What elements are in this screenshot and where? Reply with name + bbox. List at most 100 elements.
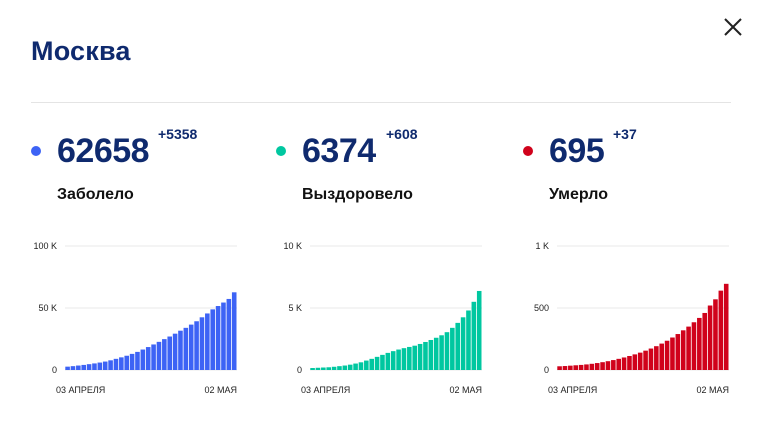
bar (627, 355, 632, 370)
bar (697, 317, 702, 370)
bar (659, 343, 664, 370)
bar (407, 346, 412, 370)
bar (86, 364, 92, 370)
bar (401, 348, 407, 370)
bar (129, 353, 135, 370)
bar (65, 366, 70, 370)
close-icon[interactable] (722, 16, 744, 38)
bar (675, 334, 681, 370)
bar-chart: 0 5 K 10 K 03 АПРЕЛЯ 02 МАЯ (283, 241, 482, 395)
bar (455, 322, 460, 370)
bar (342, 365, 348, 370)
bar (654, 346, 659, 370)
bar (135, 351, 140, 370)
bar (70, 366, 76, 370)
bar (188, 324, 194, 370)
bar (707, 305, 713, 370)
bar (423, 341, 428, 370)
bar (145, 347, 151, 370)
bar (428, 339, 434, 370)
y-tick-label: 500 (534, 303, 549, 313)
bar (460, 317, 466, 370)
bar (439, 335, 444, 370)
bar (686, 326, 691, 370)
bar (471, 301, 477, 370)
infected-label: Заболело (57, 186, 134, 203)
bar (637, 352, 643, 370)
bar (226, 298, 232, 370)
bar (102, 361, 108, 370)
x-end-label: 02 МАЯ (204, 385, 237, 395)
recovered-dot-icon (276, 146, 286, 156)
bar (167, 336, 172, 370)
bar (568, 365, 573, 370)
bar (162, 339, 167, 370)
bar (691, 322, 697, 370)
deaths-chart: 0 500 1 K 03 АПРЕЛЯ 02 МАЯ (523, 236, 760, 396)
bar (178, 330, 183, 370)
bar (557, 366, 562, 370)
bar (578, 364, 584, 370)
bar (364, 360, 369, 370)
bar (723, 283, 729, 370)
bar (199, 317, 205, 370)
bar (433, 337, 439, 370)
bar (611, 360, 616, 370)
bar (231, 292, 237, 370)
bar (664, 340, 670, 370)
bar (221, 302, 226, 370)
bar (718, 290, 724, 370)
bar (390, 351, 396, 370)
bar (616, 358, 621, 370)
bar (412, 345, 417, 370)
bar (369, 358, 374, 370)
bar (562, 366, 568, 370)
bar-chart: 0 500 1 K 03 АПРЕЛЯ 02 МАЯ (534, 241, 729, 395)
bar (326, 367, 331, 370)
y-tick-label: 0 (544, 365, 549, 375)
bar (215, 306, 221, 370)
y-tick-label: 100 K (33, 241, 57, 251)
y-tick-label: 0 (52, 365, 57, 375)
infected-dot-icon (31, 146, 41, 156)
x-start-label: 03 АПРЕЛЯ (301, 385, 350, 395)
bar (92, 363, 97, 370)
bar (702, 312, 707, 370)
bar (337, 366, 342, 370)
bar (156, 341, 162, 370)
deaths-dot-icon (523, 146, 533, 156)
bar (476, 290, 482, 370)
bar (584, 364, 589, 370)
bar (113, 358, 119, 370)
bar (643, 350, 648, 370)
infected-chart: 0 50 K 100 K 03 АПРЕЛЯ 02 МАЯ (31, 236, 271, 396)
bar (315, 367, 321, 370)
recovered-chart: 0 5 K 10 K 03 АПРЕЛЯ 02 МАЯ (276, 236, 516, 396)
bar (97, 362, 103, 370)
bar (680, 330, 686, 370)
divider (31, 102, 731, 103)
stat-deaths: 695 +37 Умерло 0 500 1 K 03 АПРЕЛЯ 02 МАЯ (523, 120, 760, 420)
y-tick-label: 10 K (283, 241, 302, 251)
bar-chart: 0 50 K 100 K 03 АПРЕЛЯ 02 МАЯ (33, 241, 237, 395)
bar (589, 363, 595, 370)
bar (194, 321, 199, 370)
deaths-label: Умерло (549, 186, 608, 203)
x-end-label: 02 МАЯ (696, 385, 729, 395)
bar (310, 368, 315, 370)
bar (76, 365, 81, 370)
infected-count: 62658 (57, 132, 150, 170)
recovered-delta: +608 (386, 126, 418, 142)
bar (605, 361, 611, 370)
bar (417, 343, 423, 370)
deaths-delta: +37 (613, 126, 637, 142)
x-end-label: 02 МАЯ (449, 385, 482, 395)
bar (81, 364, 86, 370)
bar (380, 354, 385, 370)
bar (450, 327, 455, 370)
bar (600, 362, 605, 370)
y-tick-label: 50 K (38, 303, 57, 313)
bar (347, 364, 353, 370)
bar (466, 310, 471, 370)
